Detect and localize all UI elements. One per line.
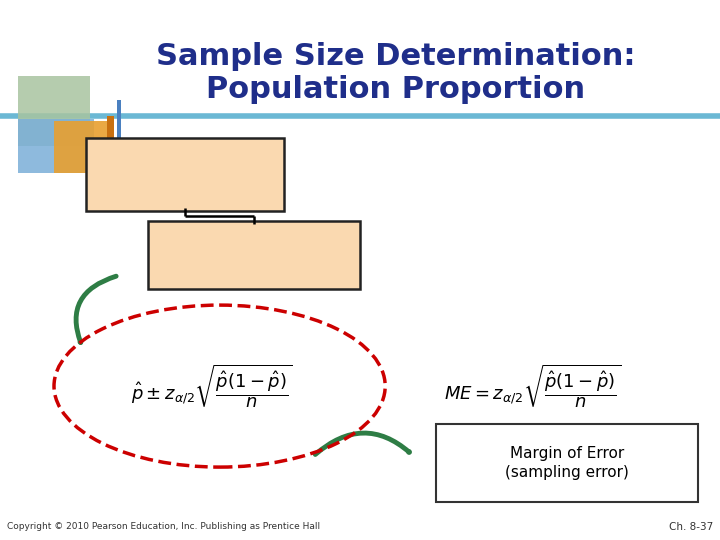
- FancyArrowPatch shape: [315, 433, 409, 455]
- Text: $\hat{p}\pm z_{\alpha/2}\sqrt{\dfrac{\hat{p}(1-\hat{p})}{n}}$: $\hat{p}\pm z_{\alpha/2}\sqrt{\dfrac{\ha…: [132, 362, 293, 410]
- FancyArrowPatch shape: [76, 276, 116, 342]
- Text: For the
Proportion: For the Proportion: [211, 235, 297, 275]
- FancyBboxPatch shape: [436, 424, 698, 502]
- Text: Sample Size Determination:: Sample Size Determination:: [156, 42, 636, 71]
- Text: Large
Populations: Large Populations: [138, 154, 233, 194]
- Text: Copyright © 2010 Pearson Education, Inc. Publishing as Prentice Hall: Copyright © 2010 Pearson Education, Inc.…: [7, 522, 320, 531]
- Text: Population Proportion: Population Proportion: [207, 75, 585, 104]
- Text: $ME = z_{\alpha/2}\sqrt{\dfrac{\hat{p}(1-\hat{p})}{n}}$: $ME = z_{\alpha/2}\sqrt{\dfrac{\hat{p}(1…: [444, 362, 621, 410]
- FancyBboxPatch shape: [86, 138, 284, 211]
- Bar: [117, 100, 121, 170]
- Bar: [107, 116, 114, 170]
- Text: Margin of Error
(sampling error): Margin of Error (sampling error): [505, 446, 629, 481]
- Text: Ch. 8-37: Ch. 8-37: [669, 522, 713, 531]
- Bar: [18, 119, 94, 173]
- Bar: [18, 76, 90, 146]
- FancyBboxPatch shape: [148, 221, 360, 289]
- Bar: [54, 122, 108, 173]
